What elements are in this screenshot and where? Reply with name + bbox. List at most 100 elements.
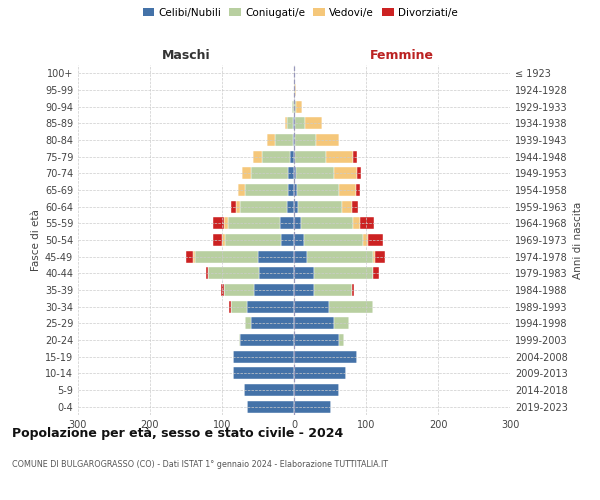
- Bar: [295, 84, 296, 96]
- Bar: [206, 268, 208, 280]
- Bar: [295, 134, 316, 146]
- Bar: [294, 268, 314, 280]
- Bar: [222, 234, 225, 246]
- Bar: [232, 300, 247, 312]
- Bar: [214, 218, 224, 230]
- Bar: [296, 100, 302, 112]
- Bar: [245, 184, 288, 196]
- Bar: [280, 218, 294, 230]
- Bar: [294, 150, 295, 162]
- Y-axis label: Anni di nascita: Anni di nascita: [573, 202, 583, 278]
- Bar: [298, 200, 342, 212]
- Bar: [247, 300, 294, 312]
- Bar: [358, 168, 361, 179]
- Bar: [294, 218, 301, 230]
- Bar: [334, 318, 349, 330]
- Bar: [233, 368, 294, 380]
- Bar: [290, 150, 294, 162]
- Bar: [352, 200, 358, 212]
- Bar: [225, 234, 281, 246]
- Bar: [294, 300, 329, 312]
- Bar: [228, 218, 280, 230]
- Bar: [294, 134, 295, 146]
- Bar: [229, 300, 232, 312]
- Bar: [294, 118, 295, 130]
- Bar: [254, 284, 294, 296]
- Bar: [258, 250, 294, 262]
- Bar: [363, 234, 368, 246]
- Bar: [293, 134, 294, 146]
- Bar: [338, 184, 356, 196]
- Bar: [334, 168, 358, 179]
- Bar: [338, 334, 344, 346]
- Bar: [368, 234, 383, 246]
- Bar: [245, 318, 251, 330]
- Bar: [194, 250, 258, 262]
- Bar: [374, 250, 385, 262]
- Bar: [287, 200, 294, 212]
- Bar: [240, 200, 287, 212]
- Y-axis label: Fasce di età: Fasce di età: [31, 209, 41, 271]
- Bar: [294, 318, 334, 330]
- Bar: [294, 200, 298, 212]
- Bar: [352, 284, 355, 296]
- Bar: [268, 134, 275, 146]
- Bar: [316, 134, 340, 146]
- Bar: [193, 250, 194, 262]
- Bar: [314, 268, 373, 280]
- Bar: [294, 400, 331, 412]
- Bar: [295, 150, 326, 162]
- Bar: [233, 350, 294, 362]
- Bar: [373, 268, 379, 280]
- Bar: [304, 234, 363, 246]
- Text: Popolazione per età, sesso e stato civile - 2024: Popolazione per età, sesso e stato civil…: [12, 428, 343, 440]
- Bar: [294, 334, 338, 346]
- Bar: [251, 168, 288, 179]
- Bar: [221, 284, 224, 296]
- Bar: [353, 150, 356, 162]
- Bar: [294, 234, 304, 246]
- Bar: [238, 184, 245, 196]
- Bar: [294, 84, 295, 96]
- Bar: [240, 334, 294, 346]
- Bar: [288, 184, 294, 196]
- Bar: [294, 168, 296, 179]
- Bar: [281, 234, 294, 246]
- Bar: [214, 234, 222, 246]
- Bar: [247, 400, 294, 412]
- Bar: [356, 184, 359, 196]
- Bar: [294, 100, 296, 112]
- Bar: [230, 200, 236, 212]
- Bar: [236, 200, 240, 212]
- Bar: [186, 250, 193, 262]
- Bar: [326, 150, 353, 162]
- Bar: [262, 150, 290, 162]
- Bar: [294, 350, 358, 362]
- Bar: [294, 250, 307, 262]
- Bar: [293, 118, 294, 130]
- Bar: [359, 218, 374, 230]
- Bar: [287, 118, 293, 130]
- Bar: [307, 250, 373, 262]
- Bar: [314, 284, 352, 296]
- Bar: [342, 200, 352, 212]
- Bar: [284, 118, 287, 130]
- Text: COMUNE DI BULGAROGRASSO (CO) - Dati ISTAT 1° gennaio 2024 - Elaborazione TUTTITA: COMUNE DI BULGAROGRASSO (CO) - Dati ISTA…: [12, 460, 388, 469]
- Bar: [294, 184, 297, 196]
- Legend: Celibi/Nubili, Coniugati/e, Vedovi/e, Divorziati/e: Celibi/Nubili, Coniugati/e, Vedovi/e, Di…: [143, 8, 457, 18]
- Bar: [295, 118, 305, 130]
- Bar: [244, 384, 294, 396]
- Text: Maschi: Maschi: [161, 48, 211, 62]
- Bar: [224, 218, 228, 230]
- Bar: [305, 118, 322, 130]
- Bar: [301, 218, 353, 230]
- Bar: [259, 268, 294, 280]
- Bar: [288, 168, 294, 179]
- Bar: [251, 318, 294, 330]
- Text: Femmine: Femmine: [370, 48, 434, 62]
- Bar: [253, 150, 262, 162]
- Bar: [294, 368, 346, 380]
- Bar: [329, 300, 373, 312]
- Bar: [353, 218, 359, 230]
- Bar: [297, 184, 338, 196]
